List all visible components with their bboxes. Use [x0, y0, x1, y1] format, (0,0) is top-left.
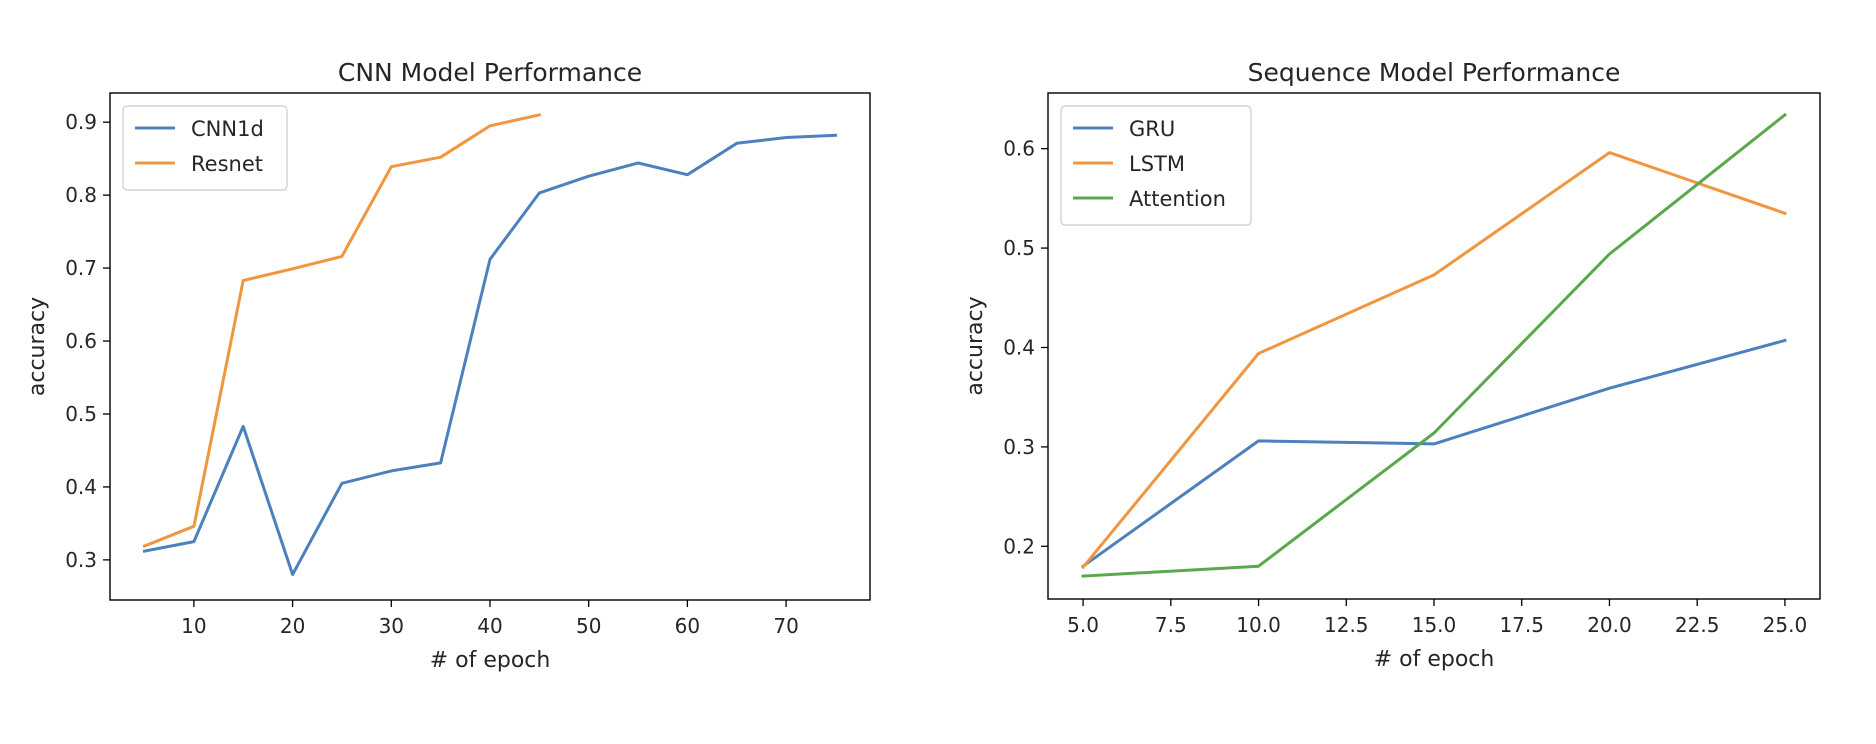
y-tick-label: 0.8 — [65, 183, 97, 207]
y-axis-label: accuracy — [25, 297, 50, 396]
legend-label: CNN1d — [191, 117, 264, 141]
y-tick-label: 0.4 — [1003, 335, 1035, 359]
legend-label: Attention — [1129, 187, 1226, 211]
y-tick-label: 0.2 — [1003, 534, 1035, 558]
x-tick-label: 30 — [379, 614, 404, 638]
legend: GRU LSTM Attention — [1060, 105, 1252, 226]
x-tick-label: 17.5 — [1499, 613, 1544, 637]
series-line-lstm — [1080, 151, 1787, 570]
y-tick-label: 0.6 — [1003, 137, 1035, 161]
x-tick-label: 15.0 — [1412, 613, 1457, 637]
plot-frame — [1047, 92, 1821, 600]
series-line-resnet — [142, 113, 542, 548]
x-tick-label: 20.0 — [1587, 613, 1632, 637]
y-tick-label: 0.5 — [65, 402, 97, 426]
x-axis-label: # of epoch — [1374, 647, 1495, 672]
x-axis-label: # of epoch — [430, 648, 551, 673]
chart-2: Sequence Model Performance 5.0 7.5 10.0 12.5… — [963, 58, 1821, 672]
x-tick-label: 22.5 — [1675, 613, 1720, 637]
x-tick-label: 40 — [477, 614, 502, 638]
x-tick-label: 5.0 — [1067, 613, 1099, 637]
y-tick-label: 0.3 — [65, 548, 97, 572]
legend-label: Resnet — [191, 152, 263, 176]
legend-box — [1060, 105, 1252, 226]
legend: CNN1d Resnet — [122, 105, 288, 191]
y-axis-label: accuracy — [963, 296, 988, 395]
x-tick-label: 25.0 — [1763, 613, 1808, 637]
series-line-cnn1d — [142, 133, 838, 576]
chart-title: Sequence Model Performance — [1248, 58, 1621, 87]
y-tick-label: 0.9 — [65, 110, 97, 134]
chart-1: CNN Model Performance 10 20 30 40 50 60 70 0.3 0.… — [25, 58, 871, 673]
legend-label: GRU — [1129, 117, 1175, 141]
x-tick-label: 12.5 — [1324, 613, 1369, 637]
y-tick-label: 0.4 — [65, 475, 97, 499]
series-line-gru — [1081, 338, 1787, 569]
y-tick-label: 0.7 — [65, 256, 97, 280]
y-tick-label: 0.3 — [1003, 435, 1035, 459]
x-tick-label: 7.5 — [1155, 613, 1187, 637]
x-tick-label: 20 — [280, 614, 305, 638]
x-tick-label: 60 — [675, 614, 700, 638]
y-tick-label: 0.6 — [65, 329, 97, 353]
plot-frame — [109, 92, 871, 601]
legend-label: LSTM — [1129, 152, 1185, 176]
chart-title: CNN Model Performance — [338, 58, 642, 87]
x-tick-label: 10 — [181, 614, 206, 638]
x-tick-label: 50 — [576, 614, 601, 638]
series-line-attention — [1081, 112, 1788, 578]
x-tick-label: 70 — [773, 614, 798, 638]
y-tick-label: 0.5 — [1003, 236, 1035, 260]
x-tick-label: 10.0 — [1236, 613, 1281, 637]
